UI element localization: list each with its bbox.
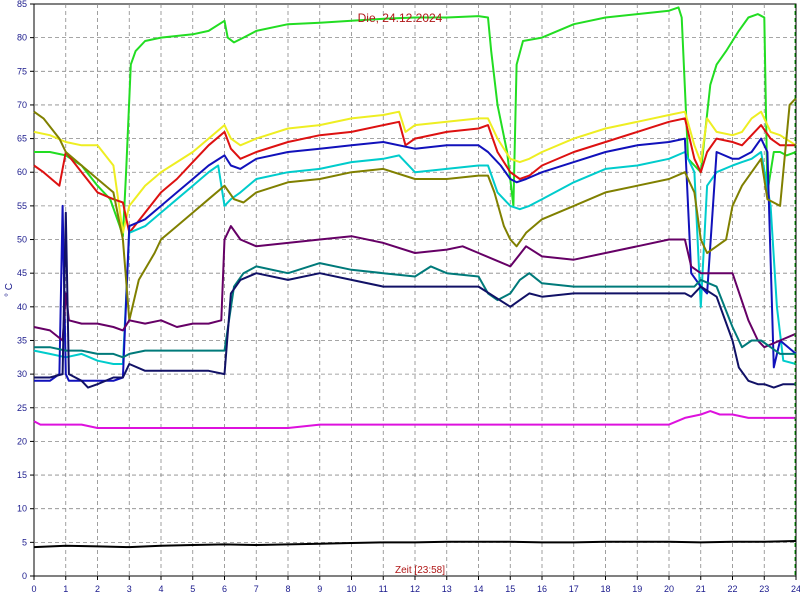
x-tick-label: 0	[31, 584, 36, 594]
x-tick-label: 11	[379, 584, 388, 594]
x-tick-label: 8	[285, 584, 290, 594]
chart-title: Die, 24.12.2024	[358, 11, 443, 25]
x-tick-label: 9	[317, 584, 322, 594]
x-tick-label: 7	[254, 584, 259, 594]
y-tick-label: 60	[17, 167, 27, 177]
series-line-9	[34, 211, 796, 389]
y-tick-label: 25	[17, 403, 27, 413]
series-line-8	[34, 262, 796, 359]
y-tick-label: 15	[17, 470, 27, 480]
series-line-5	[34, 137, 797, 382]
x-tick-label: 18	[600, 584, 610, 594]
x-tick-label: 3	[127, 584, 132, 594]
y-tick-label: 45	[17, 268, 27, 278]
x-tick-label: 12	[410, 584, 420, 594]
y-tick-label: 0	[22, 571, 27, 581]
x-tick-label: 15	[505, 584, 515, 594]
x-tick-label: 14	[473, 584, 483, 594]
series-line-11	[33, 540, 797, 549]
x-tick-label: 24	[791, 584, 800, 594]
series-line-4	[33, 151, 797, 365]
y-axis-ticks: 0 5 10 15 20 25 30 35 40 45 50 55 60 65 70 75 80 85	[17, 0, 34, 581]
x-tick-label: 23	[759, 584, 769, 594]
y-tick-label: 70	[17, 100, 27, 110]
y-tick-label: 65	[17, 134, 27, 144]
x-tick-label: 5	[190, 584, 195, 594]
y-tick-label: 85	[17, 0, 27, 9]
x-tick-label: 13	[442, 584, 452, 594]
y-tick-label: 75	[17, 66, 27, 76]
x-tick-label: 21	[696, 584, 706, 594]
x-axis-ticks: 0 1 2 3 4 5 6 7 8 9 10 11 12 13 14 15 16 17 18 19 20 21 22 23 24	[31, 576, 800, 594]
y-tick-label: 5	[22, 537, 27, 547]
x-tick-label: 10	[346, 584, 356, 594]
y-tick-label: 10	[17, 504, 27, 514]
y-tick-label: 20	[17, 436, 27, 446]
y-tick-label: 50	[17, 235, 27, 245]
y-tick-label: 40	[17, 302, 27, 312]
series-line-7	[33, 225, 797, 349]
series-group	[33, 6, 797, 549]
y-tick-label: 55	[17, 201, 27, 211]
x-tick-label: 6	[222, 584, 227, 594]
y-axis-label: ° C	[4, 283, 15, 297]
x-axis-label: Zeit [23:58]	[395, 565, 445, 576]
series-line-6	[33, 97, 797, 322]
x-tick-label: 1	[63, 584, 68, 594]
x-tick-label: 4	[158, 584, 163, 594]
x-tick-label: 17	[569, 584, 579, 594]
y-tick-label: 35	[17, 335, 27, 345]
x-tick-label: 2	[95, 584, 100, 594]
x-tick-label: 16	[537, 584, 547, 594]
y-tick-label: 80	[17, 33, 27, 43]
x-tick-label: 19	[632, 584, 642, 594]
series-line-2	[33, 110, 797, 234]
x-tick-label: 22	[727, 584, 737, 594]
y-tick-label: 30	[17, 369, 27, 379]
series-line-10	[33, 410, 796, 429]
series-line-1	[34, 6, 797, 238]
x-tick-label: 20	[664, 584, 674, 594]
